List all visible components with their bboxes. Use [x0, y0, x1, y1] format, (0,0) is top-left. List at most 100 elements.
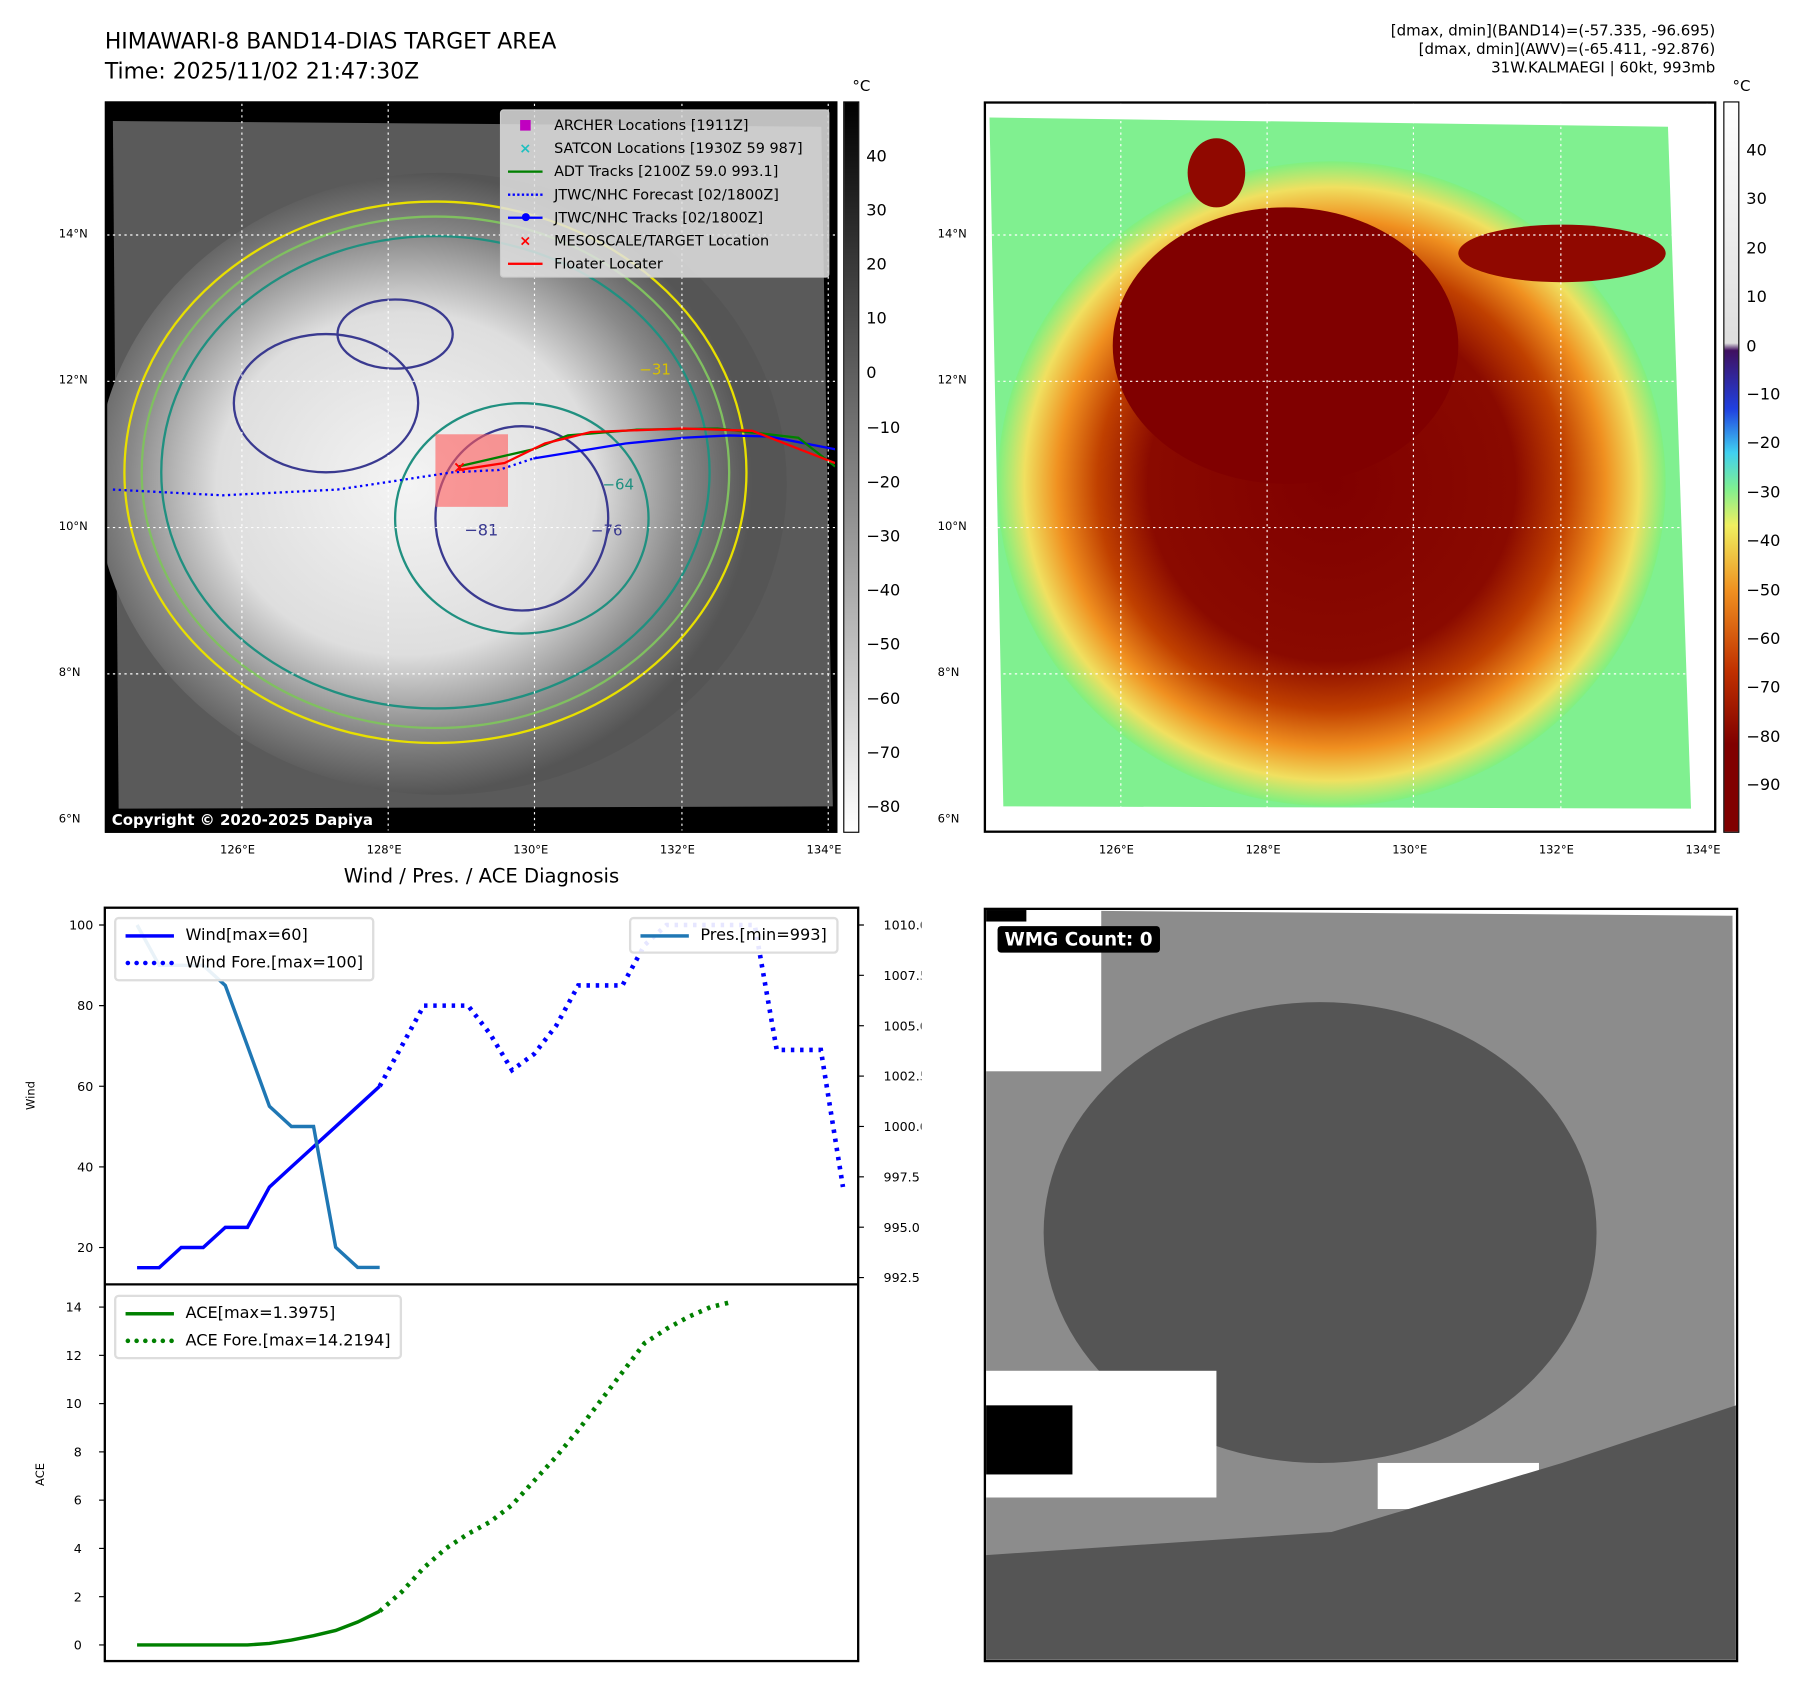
wind-forecast-line — [377, 922, 846, 1188]
line-icon — [507, 254, 543, 271]
contour-label: −76 — [591, 522, 623, 540]
y2-tick-label: 995.0 — [884, 1220, 920, 1235]
lon-label: 130°E — [513, 844, 549, 858]
x-marker-icon: × — [519, 230, 532, 249]
y-tick-label: 80 — [77, 998, 93, 1013]
y-axis-label: Wind — [24, 1081, 38, 1110]
colorbar-tick: −30 — [1746, 483, 1781, 503]
colorbar-tick: −90 — [1746, 776, 1781, 796]
storm-info: 31W.KALMAEGI | 60kt, 993mb — [1491, 59, 1716, 78]
y-tick-label: 40 — [77, 1160, 93, 1175]
contour-label: −31 — [639, 360, 671, 378]
colorbar-tick: 40 — [1746, 141, 1767, 161]
legend-pressure: Pres.[min=993] — [640, 922, 827, 950]
colorbar-unit: °C — [852, 78, 871, 96]
y-axis-label: ACE — [33, 1463, 47, 1486]
lat-label: 12°N — [58, 374, 88, 388]
colorbar-tick: −70 — [1746, 678, 1781, 698]
lat-label: 6°N — [58, 813, 81, 826]
y-tick-label: 10 — [66, 1396, 82, 1411]
diagnosis-chart: 20406080100Wind992.5995.0997.51000.01002… — [24, 906, 922, 1663]
map-legend: ■ ARCHER Locations [1911Z] × SATCON Locati… — [499, 109, 830, 278]
line-icon — [507, 162, 543, 179]
lon-label: 130°E — [1392, 844, 1428, 858]
colorbar-tick: −30 — [866, 527, 901, 546]
lon-label: 132°E — [659, 844, 695, 858]
ace-legend: ACE[max=1.3975] ACE Fore.[max=14.2194] — [114, 1294, 403, 1360]
solid-line-icon — [125, 1311, 174, 1315]
colorbar-tick: 10 — [866, 310, 887, 329]
colorbar-tick: −60 — [866, 690, 901, 709]
contour-label: −64 — [602, 476, 634, 494]
pressure-legend: Pres.[min=993] — [628, 916, 839, 954]
ace-forecast-line — [378, 1299, 734, 1613]
jtwc-track — [533, 434, 836, 460]
wmg-panel: WMG Count: 0 — [983, 907, 1739, 1663]
colorbar-tick: −60 — [1746, 630, 1781, 649]
solid-line-icon — [640, 933, 689, 938]
target-area-box — [435, 434, 508, 507]
colorbar-tick: 30 — [1746, 190, 1767, 209]
copyright: Copyright © 2020-2025 Dapiya — [107, 810, 378, 831]
colorbar-tick: −20 — [866, 472, 901, 492]
colorbar-unit: °C — [1732, 78, 1751, 96]
target-marker-icon: × — [453, 457, 467, 476]
band14-map: −31 −64 −76 −81 × ■ ARCHER Locations [191… — [104, 101, 838, 833]
colorbar-tick: −10 — [1746, 385, 1781, 405]
lon-label: 128°E — [1245, 844, 1281, 858]
colorbar-tick: −50 — [1746, 581, 1781, 600]
lon-label: 132°E — [1538, 844, 1574, 858]
stats-band14: [dmax, dmin](BAND14)=(-57.335, -96.695) — [1390, 23, 1716, 41]
lat-label: 14°N — [937, 228, 967, 241]
colorbar-tick: 20 — [866, 255, 887, 275]
lat-label: 10°N — [58, 520, 88, 534]
y-tick-label: 4 — [74, 1541, 82, 1556]
lat-label: 8°N — [937, 666, 960, 680]
colorbar-tick: 0 — [1746, 337, 1757, 356]
stats-block: [dmax, dmin](BAND14)=(-57.335, -96.695) … — [1391, 23, 1715, 78]
lon-label: 134°E — [1685, 844, 1721, 858]
y2-tick-label: 1005.0 — [884, 1018, 922, 1033]
y-tick-label: 8 — [74, 1444, 82, 1459]
colorbar-tick: −40 — [1746, 532, 1781, 551]
legend-wind: Wind[max=60] — [125, 922, 363, 950]
colorbar-tick: 40 — [866, 147, 887, 166]
y2-tick-label: 1010.0 — [884, 918, 922, 933]
lat-label: 10°N — [937, 520, 967, 534]
x-marker-icon: × — [519, 138, 532, 157]
legend-ace-forecast: ACE Fore.[max=14.2194] — [125, 1327, 391, 1355]
y2-tick-label: 992.5 — [884, 1270, 920, 1285]
y-tick-label: 14 — [66, 1300, 82, 1315]
lat-label: 12°N — [937, 374, 967, 388]
forecast-track — [112, 456, 538, 497]
colorbar-tick: 20 — [1746, 239, 1767, 258]
colorbar-tick: 30 — [866, 201, 887, 221]
dotted-line-icon — [125, 1338, 174, 1344]
legend-item-satcon: × SATCON Locations [1930Z 59 987] — [508, 136, 821, 159]
legend-item-jtwc-tracks: JTWC/NHC Tracks [02/1800Z] — [507, 205, 821, 228]
y2-tick-label: 1000.0 — [884, 1119, 922, 1134]
colorbar-tick: −70 — [866, 744, 901, 763]
lat-label: 14°N — [58, 228, 88, 241]
colorbar-tick: −40 — [866, 581, 901, 600]
y2-tick-label: 1002.5 — [884, 1069, 922, 1084]
colorbar-tick: −10 — [866, 418, 901, 438]
legend-ace: ACE[max=1.3975] — [125, 1299, 391, 1327]
legend-item-jtwc-forecast: JTWC/NHC Forecast [02/1800Z] — [507, 182, 821, 205]
y-tick-label: 20 — [77, 1240, 93, 1255]
colorbar-tick: 10 — [1746, 288, 1767, 307]
dotted-line-icon — [125, 960, 174, 966]
y-tick-label: 100 — [69, 918, 93, 933]
colorbar-tick: 0 — [866, 364, 877, 383]
y-tick-label: 60 — [77, 1079, 93, 1094]
y-tick-label: 12 — [66, 1348, 82, 1363]
legend-item-floater: Floater Locater — [507, 251, 821, 274]
chart-title: Wind / Pres. / ACE Diagnosis — [343, 865, 620, 889]
solid-line-icon — [125, 933, 174, 938]
line-dot-icon — [507, 208, 543, 225]
lon-label: 134°E — [806, 844, 842, 858]
stats-awv: [dmax, dmin](AWV)=(-65.411, -92.876) — [1418, 41, 1716, 59]
dotted-line-icon — [507, 185, 543, 202]
y-tick-label: 0 — [74, 1638, 82, 1653]
